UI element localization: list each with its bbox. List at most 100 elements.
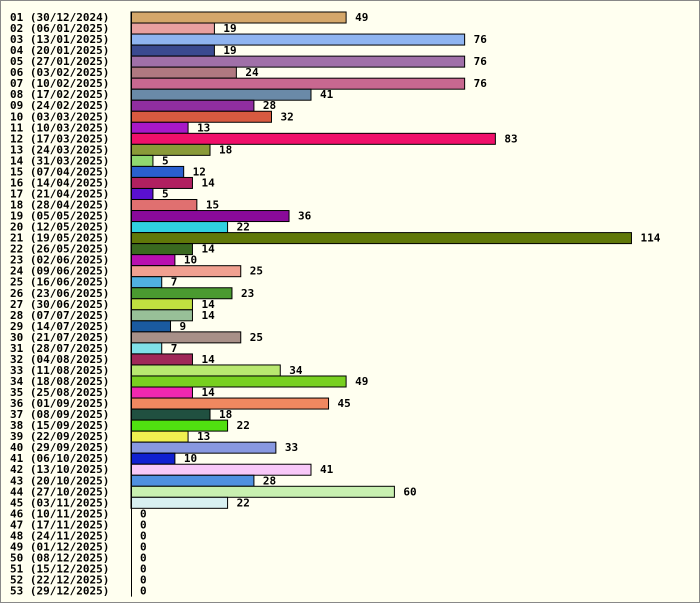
- bar-25: [130, 276, 163, 289]
- category-label-53: 53 (29/12/2025): [10, 585, 109, 598]
- category-label-35: 35 (25/08/2025): [10, 386, 109, 399]
- bar-12: [130, 132, 496, 145]
- value-label-3: 76: [474, 33, 488, 46]
- category-label-23: 23 (02/06/2025): [10, 254, 109, 267]
- value-label-45: 22: [237, 496, 250, 509]
- category-label-52: 52 (22/12/2025): [10, 574, 109, 587]
- value-label-40: 33: [285, 441, 298, 454]
- category-label-6: 06 (03/02/2025): [10, 66, 109, 79]
- category-label-17: 17 (21/04/2025): [10, 187, 109, 200]
- value-label-43: 28: [263, 474, 276, 487]
- value-label-6: 24: [245, 66, 259, 79]
- value-label-38: 22: [237, 419, 250, 432]
- category-label-41: 41 (06/10/2025): [10, 452, 109, 465]
- category-label-43: 43 (20/10/2025): [10, 474, 109, 487]
- bar-15: [130, 165, 185, 178]
- value-label-51: 0: [140, 563, 147, 576]
- bar-30: [130, 331, 242, 344]
- bar-14: [130, 154, 154, 167]
- bar-17: [130, 187, 154, 200]
- value-label-23: 10: [184, 254, 197, 267]
- value-label-29: 9: [180, 320, 187, 333]
- bar-7: [130, 77, 466, 90]
- category-label-44: 44 (27/10/2025): [10, 485, 109, 498]
- category-label-16: 16 (14/04/2025): [10, 176, 109, 189]
- value-label-9: 28: [263, 99, 276, 112]
- value-label-17: 5: [162, 187, 169, 200]
- category-label-11: 11 (10/03/2025): [10, 121, 109, 134]
- value-label-35: 14: [201, 386, 215, 399]
- category-label-33: 33 (11/08/2025): [10, 364, 109, 377]
- category-label-9: 09 (24/02/2025): [10, 99, 109, 112]
- bar-42: [130, 463, 312, 476]
- value-label-47: 0: [140, 518, 147, 531]
- bars-group: [130, 11, 632, 509]
- category-label-3: 03 (13/01/2025): [10, 33, 109, 46]
- bar-32: [130, 353, 193, 366]
- bar-40: [130, 441, 277, 454]
- value-label-26: 23: [241, 287, 254, 300]
- category-label-28: 28 (07/07/2025): [10, 309, 109, 322]
- value-label-8: 41: [320, 88, 334, 101]
- category-label-36: 36 (01/09/2025): [10, 397, 109, 410]
- category-label-10: 10 (03/03/2025): [10, 110, 109, 123]
- bar-35: [130, 386, 193, 399]
- value-label-42: 41: [320, 463, 334, 476]
- category-label-42: 42 (13/10/2025): [10, 463, 109, 476]
- value-label-25: 7: [171, 276, 178, 289]
- category-label-1: 01 (30/12/2024): [10, 11, 109, 24]
- value-label-28: 14: [201, 309, 215, 322]
- value-label-21: 114: [640, 232, 660, 245]
- category-label-5: 05 (27/01/2025): [10, 55, 109, 68]
- category-label-31: 31 (28/07/2025): [10, 342, 109, 355]
- value-label-53: 0: [140, 585, 147, 598]
- bar-8: [130, 88, 312, 101]
- bar-29: [130, 320, 172, 333]
- value-label-22: 14: [201, 243, 215, 256]
- bar-11: [130, 121, 189, 134]
- bar-27: [130, 298, 193, 311]
- category-label-37: 37 (08/09/2025): [10, 408, 109, 421]
- category-label-39: 39 (22/09/2025): [10, 430, 109, 443]
- value-label-37: 18: [219, 408, 232, 421]
- category-label-26: 26 (23/06/2025): [10, 287, 109, 300]
- value-label-30: 25: [250, 331, 263, 344]
- value-label-33: 34: [289, 364, 303, 377]
- value-label-7: 76: [474, 77, 488, 90]
- value-label-49: 0: [140, 540, 147, 553]
- bar-6: [130, 66, 237, 79]
- value-label-12: 83: [504, 132, 517, 145]
- bar-1: [130, 11, 347, 24]
- category-label-14: 14 (31/03/2025): [10, 154, 109, 167]
- category-label-2: 02 (06/01/2025): [10, 22, 109, 35]
- value-label-14: 5: [162, 154, 169, 167]
- value-label-4: 19: [223, 44, 236, 57]
- category-label-48: 48 (24/11/2025): [10, 529, 109, 542]
- bar-39: [130, 430, 189, 443]
- category-label-19: 19 (05/05/2025): [10, 210, 109, 223]
- category-label-51: 51 (15/12/2025): [10, 563, 109, 576]
- bar-13: [130, 143, 211, 156]
- bar-19: [130, 210, 290, 223]
- value-label-2: 19: [223, 22, 236, 35]
- value-label-15: 12: [193, 165, 206, 178]
- category-label-20: 20 (12/05/2025): [10, 221, 109, 234]
- value-label-44: 60: [403, 485, 416, 498]
- value-label-46: 0: [140, 507, 147, 520]
- value-label-41: 10: [184, 452, 197, 465]
- category-label-30: 30 (21/07/2025): [10, 331, 109, 344]
- category-label-25: 25 (16/06/2025): [10, 276, 109, 289]
- value-label-5: 76: [474, 55, 488, 68]
- category-label-15: 15 (07/04/2025): [10, 165, 109, 178]
- value-label-19: 36: [298, 210, 312, 223]
- category-label-4: 04 (20/01/2025): [10, 44, 109, 57]
- bar-9: [130, 99, 255, 112]
- category-label-45: 45 (03/11/2025): [10, 496, 109, 509]
- value-label-34: 49: [355, 375, 368, 388]
- bar-24: [130, 265, 242, 278]
- bar-18: [130, 199, 198, 212]
- bar-26: [130, 287, 233, 300]
- bar-43: [130, 474, 255, 487]
